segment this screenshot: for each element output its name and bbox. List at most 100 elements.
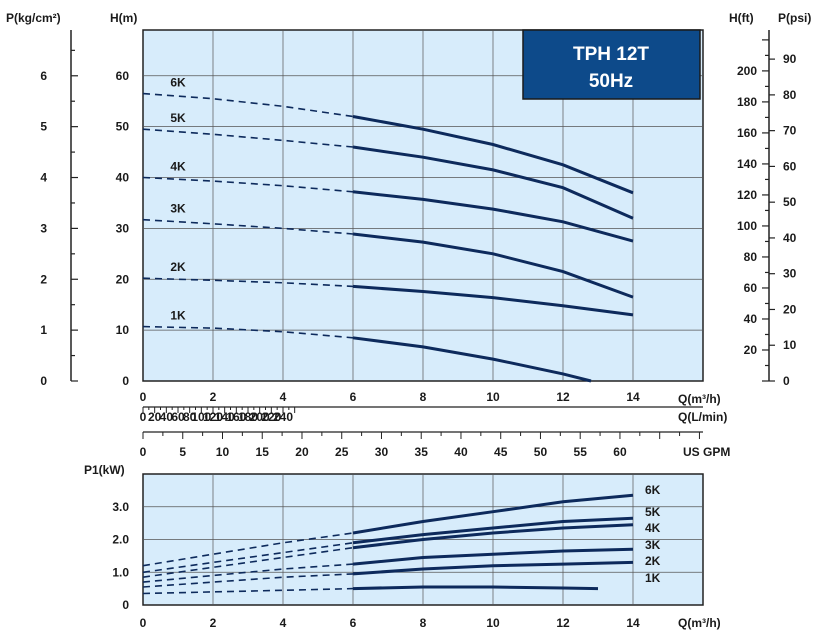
power-x-tick-label: 0 <box>140 616 147 630</box>
head-ft-tick-label: 160 <box>737 126 757 140</box>
head-ft-tick-label: 140 <box>737 157 757 171</box>
head-curve-label-2K: 2K <box>170 260 186 274</box>
pressure-psi-tick-label: 30 <box>783 267 797 281</box>
axis-label-flow-gpm: US GPM <box>683 445 730 459</box>
axis-label-pressure-kg: P(kg/cm²) <box>6 11 61 25</box>
flow-lmin-tick-label: 60 <box>171 410 185 424</box>
pressure-psi-tick-label: 40 <box>783 231 797 245</box>
head-ft-tick-label: 20 <box>744 343 758 357</box>
power-y-tick-label: 0 <box>122 598 129 612</box>
axis-label-head-ft: H(ft) <box>729 11 754 25</box>
flow-gpm-tick-label: 55 <box>574 445 588 459</box>
head-curve-6K-solid <box>352 115 634 195</box>
head-ft-tick-label: 100 <box>737 219 757 233</box>
flow-gpm-tick-label: 15 <box>256 445 270 459</box>
title-line-frequency: 50Hz <box>589 71 633 92</box>
axis-label-flow-m3h-bottom: Q(m³/h) <box>678 616 721 630</box>
flow-lmin-tick-label: 120 <box>203 410 223 424</box>
power-chart-panel: 0 1.0 2.0 3.0 6K 5K 4K 3K 2K 1K 0 2 4 6 8 10 12 14 <box>112 473 704 630</box>
head-ft-tick-label: 60 <box>744 281 758 295</box>
head-curve-2K-solid <box>352 284 634 317</box>
power-y-tick-label: 2.0 <box>112 533 129 547</box>
power-curve-3K-solid <box>352 547 634 566</box>
flow-gpm-tick-label: 45 <box>494 445 508 459</box>
power-curve-4K-solid <box>352 523 634 550</box>
flow-gpm-tick-label: 60 <box>613 445 627 459</box>
power-curve-label-2K: 2K <box>645 554 661 568</box>
head-y-tick-label: 60 <box>116 69 130 83</box>
head-ft-tick-label: 80 <box>744 250 758 264</box>
power-x-tick-label: 10 <box>486 616 500 630</box>
power-curve-label-1K: 1K <box>645 571 661 585</box>
head-y-tick-label: 0 <box>122 374 129 388</box>
head-curve-label-3K: 3K <box>170 202 186 216</box>
head-y-tick-label: 30 <box>116 221 130 235</box>
head-curve-label-5K: 5K <box>170 111 186 125</box>
power-curve-label-4K: 4K <box>645 521 661 535</box>
flow-lmin-tick-label: 100 <box>191 410 211 424</box>
flow-lmin-tick-label: 20 <box>148 410 162 424</box>
head-y-tick-label: 20 <box>116 272 130 286</box>
axis-label-head-m: H(m) <box>110 11 137 25</box>
pressure-kg-tick-label: 4 <box>40 171 47 185</box>
power-x-tick-label: 14 <box>626 616 640 630</box>
pressure-kg-tick-label: 2 <box>40 272 47 286</box>
power-y-tick-label: 3.0 <box>112 500 129 514</box>
title-box: TPH 12T 50Hz <box>522 29 701 100</box>
pressure-psi-tick-label: 0 <box>783 374 790 388</box>
power-x-tick-label: 8 <box>420 616 427 630</box>
power-curve-label-5K: 5K <box>645 505 661 519</box>
head-curve-label-1K: 1K <box>170 309 186 323</box>
pressure-kg-tick-label: 0 <box>40 374 47 388</box>
head-ft-tick-label: 180 <box>737 95 757 109</box>
pressure-psi-tick-label: 10 <box>783 338 797 352</box>
flow-lmin-tick-label: 220 <box>261 410 281 424</box>
head-x-tick-label: 12 <box>556 390 570 404</box>
pressure-kg-tick-label: 5 <box>40 120 47 134</box>
flow-gpm-tick-label: 0 <box>140 445 147 459</box>
axis-label-power-kw: P1(kW) <box>84 463 125 477</box>
flow-lmin-tick-label: 160 <box>226 410 246 424</box>
head-x-tick-label: 6 <box>350 390 357 404</box>
power-curve-label-6K: 6K <box>645 483 661 497</box>
flow-lmin-tick-label: 0 <box>140 410 147 424</box>
power-curve-6K-solid <box>352 493 634 535</box>
head-ft-tick-label: 40 <box>744 312 758 326</box>
flow-lmin-tick-label: 180 <box>238 410 258 424</box>
head-y-tick-label: 50 <box>116 120 130 134</box>
head-x-tick-label: 10 <box>486 390 500 404</box>
flow-lmin-tick-label: 240 <box>273 410 293 424</box>
axis-label-flow-lmin: Q(L/min) <box>678 410 727 424</box>
head-x-tick-label: 0 <box>140 390 147 404</box>
flow-gpm-tick-label: 20 <box>295 445 309 459</box>
power-curve-2K-solid <box>352 560 634 576</box>
pressure-psi-tick-label: 70 <box>783 124 797 138</box>
head-curve-4K-solid <box>352 190 634 243</box>
head-curve-label-6K: 6K <box>170 76 186 90</box>
pressure-psi-tick-label: 60 <box>783 159 797 173</box>
head-curve-3K-solid <box>352 232 634 299</box>
power-curve-1K-solid <box>352 585 599 591</box>
flow-lmin-tick-label: 140 <box>215 410 235 424</box>
head-ft-tick-label: 120 <box>737 188 757 202</box>
head-ft-tick-label: 200 <box>737 64 757 78</box>
pressure-kg-tick-label: 3 <box>40 221 47 235</box>
flow-gpm-tick-label: 25 <box>335 445 349 459</box>
power-curve-label-3K: 3K <box>645 538 661 552</box>
axis-label-flow-m3h: Q(m³/h) <box>678 392 721 406</box>
power-x-tick-label: 2 <box>210 616 217 630</box>
pressure-psi-tick-label: 80 <box>783 88 797 102</box>
flow-gpm-tick-label: 50 <box>534 445 548 459</box>
pressure-kg-tick-label: 1 <box>40 323 47 337</box>
flow-gpm-tick-label: 5 <box>179 445 186 459</box>
power-x-tick-label: 12 <box>556 616 570 630</box>
flow-lmin-tick-label: 40 <box>160 410 174 424</box>
axis-label-pressure-psi: P(psi) <box>778 11 811 25</box>
title-line-model: TPH 12T <box>573 44 649 65</box>
head-curve-5K-solid <box>352 145 634 220</box>
head-x-tick-label: 2 <box>210 390 217 404</box>
pressure-psi-tick-label: 90 <box>783 52 797 66</box>
